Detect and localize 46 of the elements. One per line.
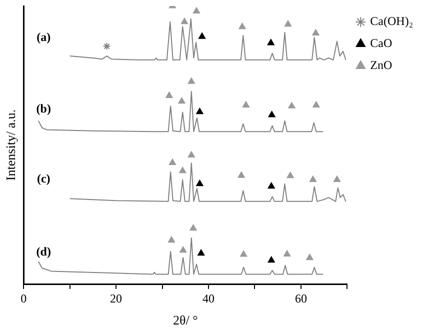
point xyxy=(166,92,173,98)
point xyxy=(268,182,275,189)
point xyxy=(284,20,292,27)
legend-label: ZnO xyxy=(370,58,392,72)
x-tick-label: 40 xyxy=(202,291,214,306)
x-tick-label: 60 xyxy=(294,291,307,306)
point xyxy=(188,78,195,84)
point xyxy=(268,110,276,118)
point xyxy=(168,236,176,243)
point xyxy=(180,18,188,24)
x-tick-label: 0 xyxy=(20,291,27,306)
point xyxy=(240,250,248,257)
point xyxy=(190,224,197,231)
point xyxy=(196,180,204,186)
point xyxy=(192,7,200,14)
legend-label: CaO xyxy=(370,36,392,50)
annotation: (d) xyxy=(36,244,51,258)
point xyxy=(312,101,320,108)
point xyxy=(198,32,206,39)
point xyxy=(284,250,291,257)
point xyxy=(242,101,250,108)
annotation: (c) xyxy=(36,172,50,186)
point xyxy=(286,172,294,178)
point xyxy=(188,151,195,158)
point xyxy=(268,256,275,263)
point xyxy=(267,38,274,46)
point xyxy=(180,246,187,253)
legend-label: Ca(OH)₂ xyxy=(370,14,414,28)
point xyxy=(306,254,314,260)
point xyxy=(333,176,341,182)
point xyxy=(179,166,186,174)
x-tick-label: 20 xyxy=(110,291,122,306)
point xyxy=(238,22,246,30)
point xyxy=(168,158,176,166)
y-axis-title: Intensity/ a.u. xyxy=(3,109,18,181)
point xyxy=(288,102,296,108)
point xyxy=(178,97,186,104)
point xyxy=(102,42,111,50)
point xyxy=(309,176,316,182)
point xyxy=(238,172,245,178)
x-axis-title: 2θ/ ° xyxy=(172,312,198,328)
point xyxy=(312,29,320,36)
point xyxy=(196,108,204,114)
annotation: (a) xyxy=(36,30,51,44)
annotation: (b) xyxy=(36,102,51,116)
point xyxy=(198,249,205,256)
